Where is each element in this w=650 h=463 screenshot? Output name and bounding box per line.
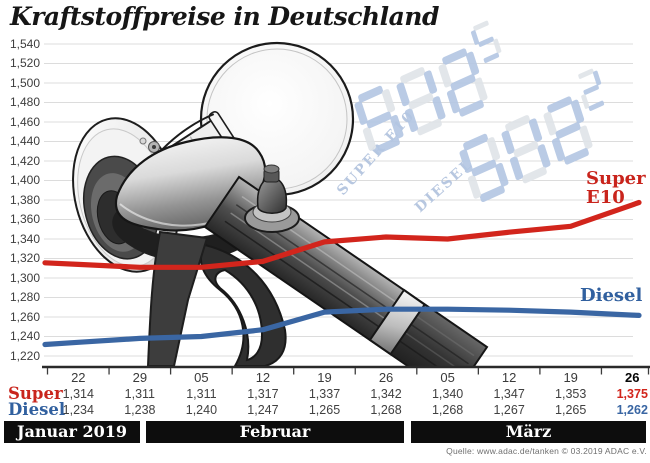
table-value: 1,317 <box>247 387 279 401</box>
x-tick-label: 22 <box>71 370 86 385</box>
y-tick-label: 1,440 <box>9 134 40 148</box>
segment-digits-diesel <box>459 68 605 203</box>
table-value: 1,262 <box>616 403 648 417</box>
grip-funnel <box>146 230 209 366</box>
x-tick-label: 26 <box>378 370 394 385</box>
y-tick-label: 1,540 <box>9 36 40 51</box>
table-value: 1,268 <box>370 403 402 417</box>
table-value: 1,247 <box>247 403 279 417</box>
fuel-nozzle-illustration <box>72 41 489 366</box>
month-band: Februar <box>146 421 404 443</box>
row-label-super: Super <box>8 384 63 403</box>
x-tick-label: 05 <box>194 370 209 385</box>
y-tick-label: 1,420 <box>9 153 40 168</box>
y-tick-label: 1,480 <box>9 95 40 109</box>
legend-super-line1: Super <box>586 168 646 189</box>
y-tick-label: 1,260 <box>9 309 40 324</box>
legend-super-e10: Super E10 <box>586 169 646 207</box>
y-tick-label: 1,280 <box>9 290 40 304</box>
table-value: 1,267 <box>493 403 525 417</box>
table-value: 1,353 <box>555 387 587 401</box>
x-tick-label: 19 <box>317 370 332 385</box>
x-tick-label: 19 <box>563 370 578 385</box>
x-tick-label: 12 <box>255 370 271 385</box>
x-tick-label: 26 <box>625 370 640 385</box>
ring-screw-small <box>139 137 147 145</box>
watermark-price-displays: SUPER E10 DIESEL <box>334 20 605 216</box>
page-title: Kraftstoffpreise in Deutschland <box>10 2 439 31</box>
y-tick-label: 1,500 <box>9 75 40 90</box>
table-value: 1,265 <box>555 403 587 417</box>
table-value: 1,375 <box>616 387 648 401</box>
table-value: 1,337 <box>308 387 341 401</box>
segment-digits-super <box>354 20 502 155</box>
ring-screw-center <box>152 145 156 149</box>
month-band: Januar 2019 <box>4 421 140 443</box>
x-tick-label: 12 <box>501 370 517 385</box>
table-value: 1,340 <box>431 387 464 401</box>
month-band: März <box>411 421 646 443</box>
y-tick-label: 1,360 <box>9 212 40 226</box>
table-value: 1,314 <box>62 387 94 401</box>
y-tick-label: 1,240 <box>9 329 40 343</box>
legend-diesel: Diesel <box>580 285 643 306</box>
table-value: 1,240 <box>185 403 218 417</box>
x-tick-label: 05 <box>440 370 455 385</box>
y-tick-label: 1,300 <box>9 270 40 285</box>
table-value: 1,234 <box>62 403 94 417</box>
x-tick-label: 29 <box>132 370 148 385</box>
row-label-diesel: Diesel <box>8 400 66 419</box>
body-shadow <box>112 210 260 262</box>
y-tick-label: 1,520 <box>9 56 40 70</box>
y-tick-label: 1,460 <box>9 114 40 129</box>
table-value: 1,311 <box>124 387 156 401</box>
table-value: 1,238 <box>124 403 156 417</box>
table-value: 1,342 <box>370 387 402 401</box>
y-tick-label: 1,400 <box>9 173 40 187</box>
y-tick-label: 1,320 <box>9 251 40 265</box>
y-tick-label: 1,220 <box>9 348 40 363</box>
table-value: 1,311 <box>186 387 217 401</box>
table-value: 1,265 <box>308 403 341 417</box>
source-note: Quelle: www.adac.de/tanken © 03.2019 ADA… <box>446 446 647 456</box>
breather-knob <box>244 164 300 233</box>
legend-super-line2: E10 <box>586 187 625 208</box>
table-value: 1,268 <box>431 403 464 417</box>
table-value: 1,347 <box>493 387 525 401</box>
handle-end <box>390 304 487 366</box>
data-lines <box>42 199 642 348</box>
y-tick-label: 1,340 <box>9 231 40 246</box>
x-axis-ticks <box>46 368 650 375</box>
y-tick-label: 1,380 <box>9 192 40 207</box>
